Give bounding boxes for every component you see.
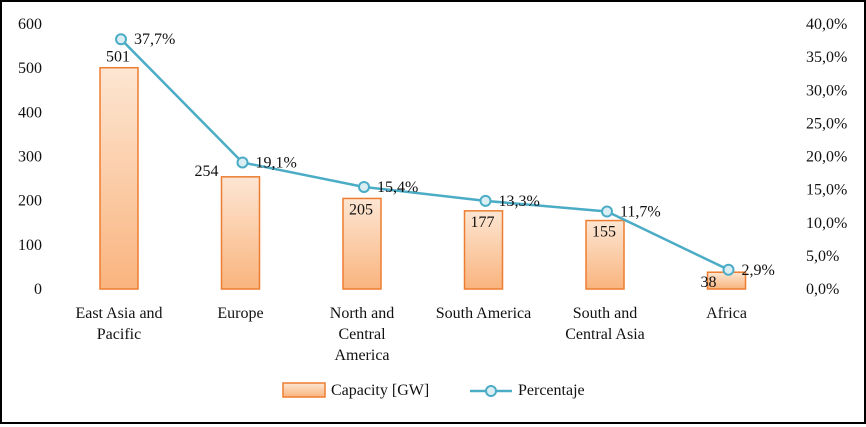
left-tick-label: 600 (18, 16, 42, 33)
data-labels: 501 254 205 177 155 38 37,7% 19,1% 15,4% 13,3% 11,… (106, 31, 775, 291)
bar-series (99, 66, 747, 290)
bar-value-label: 38 (701, 274, 717, 291)
bar-value-label: 254 (195, 163, 219, 180)
left-axis-ticks: 0 100 200 300 400 500 600 (18, 16, 42, 298)
left-tick-label: 100 (18, 237, 42, 254)
left-tick-label: 300 (18, 149, 42, 166)
line-point (722, 263, 735, 276)
line-series (115, 33, 735, 276)
percent-value-label: 13,3% (499, 193, 540, 210)
percent-value-label: 2,9% (742, 262, 775, 279)
bar (220, 176, 261, 290)
right-tick-label: 30,0% (806, 82, 847, 99)
category-label: Europe (217, 305, 263, 322)
bar (342, 197, 382, 290)
right-tick-label: 40,0% (806, 16, 847, 33)
percent-value-label: 19,1% (256, 154, 297, 171)
bar-value-label: 177 (471, 214, 495, 231)
left-tick-label: 0 (34, 281, 42, 298)
right-tick-label: 35,0% (806, 49, 847, 66)
category-label: South America (436, 305, 532, 322)
line-point (115, 33, 127, 46)
right-tick-label: 0,0% (806, 281, 839, 298)
bar (585, 219, 625, 290)
category-label: Africa (706, 305, 747, 322)
bar-value-label: 155 (592, 224, 616, 241)
bar-value-label: 205 (349, 201, 373, 218)
bar (463, 210, 504, 290)
percentaje-line (120, 38, 730, 271)
line-point (479, 194, 492, 207)
category-label: East Asia and Pacific (75, 305, 162, 343)
left-tick-label: 400 (18, 104, 42, 121)
line-point (358, 180, 370, 193)
legend: Capacity [GW] Percentaje (282, 382, 585, 399)
legend-label-percentaje: Percentaje (518, 382, 585, 399)
left-tick-label: 500 (18, 60, 42, 77)
category-label: South and Central Asia (565, 305, 645, 343)
percent-value-label: 11,7% (620, 203, 661, 220)
legend-swatch-capacity (282, 382, 326, 398)
right-tick-label: 10,0% (806, 215, 847, 232)
bar (99, 66, 139, 290)
category-label: North and Central America (330, 305, 394, 364)
left-tick-label: 200 (18, 193, 42, 210)
line-point (236, 156, 249, 169)
percent-value-label: 37,7% (134, 31, 175, 48)
right-axis-ticks: 0,0% 5,0% 10,0% 15,0% 20,0% 25,0% 30,0% 35,0% 40… (806, 16, 847, 298)
line-point (601, 205, 613, 218)
bar-value-label: 501 (106, 49, 130, 66)
percent-value-label: 15,4% (377, 179, 418, 196)
chart: 0 100 200 300 400 500 600 0,0% 5,0% 10,0% 15,0% 20… (18, 16, 847, 399)
right-tick-label: 20,0% (806, 149, 847, 166)
legend-marker-percentaje (485, 385, 497, 397)
right-tick-label: 5,0% (806, 248, 839, 265)
category-labels: East Asia and Pacific Europe North and Centr… (75, 305, 746, 364)
right-tick-label: 25,0% (806, 115, 847, 132)
right-tick-label: 15,0% (806, 182, 847, 199)
legend-label-capacity: Capacity [GW] (331, 382, 429, 399)
